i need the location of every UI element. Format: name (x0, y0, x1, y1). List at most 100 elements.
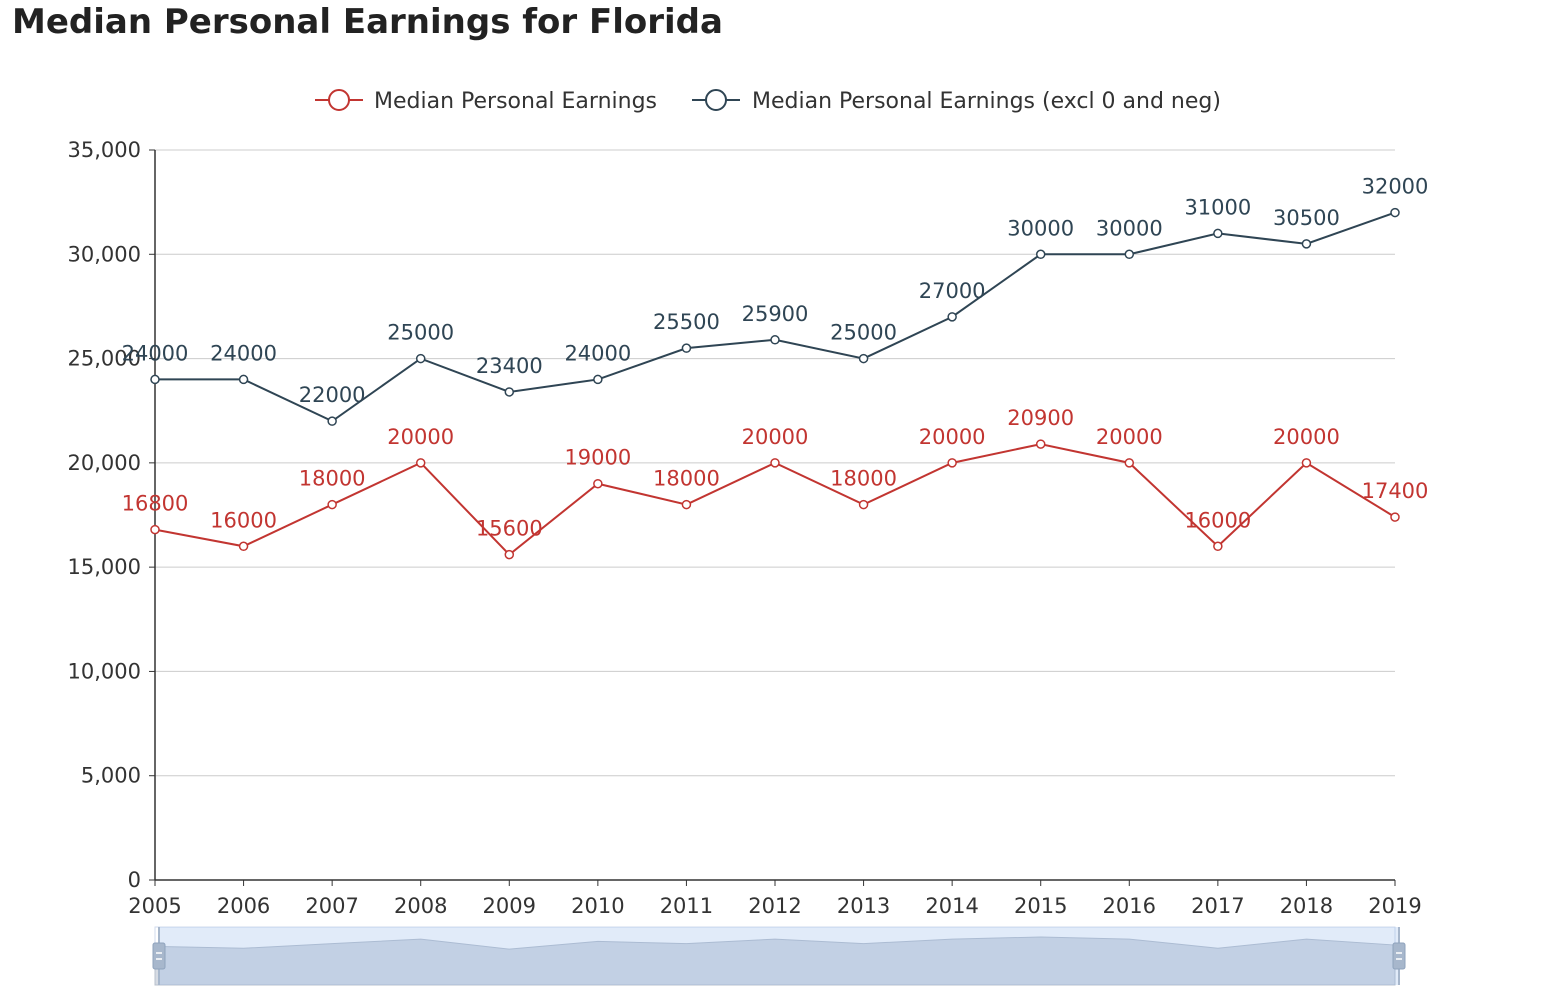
legend-item[interactable]: Median Personal Earnings (excl 0 and neg… (692, 89, 1221, 114)
data-label: 31000 (1184, 195, 1251, 219)
data-point[interactable] (1390, 512, 1400, 522)
data-label: 19000 (564, 446, 631, 470)
data-label: 18000 (830, 467, 897, 491)
data-label: 30000 (1096, 216, 1163, 240)
data-label: 20000 (387, 425, 454, 449)
data-point[interactable] (1035, 439, 1046, 449)
data-point[interactable] (858, 499, 869, 510)
data-label: 16000 (1184, 508, 1251, 532)
data-label: 18000 (299, 467, 366, 491)
y-tick-label: 5,000 (81, 764, 141, 788)
data-point[interactable] (1390, 207, 1400, 218)
data-label: 15600 (476, 517, 543, 541)
x-tick-label: 2019 (1368, 894, 1421, 918)
data-label: 20900 (1007, 406, 1074, 430)
data-point[interactable] (327, 416, 337, 426)
data-label: 20000 (1273, 425, 1340, 449)
x-tick-label: 2016 (1103, 894, 1156, 918)
data-label: 20000 (919, 425, 986, 449)
data-label: 22000 (299, 383, 366, 407)
data-label: 24000 (564, 341, 631, 365)
data-point[interactable] (681, 499, 692, 510)
zoom-window[interactable] (159, 927, 1399, 985)
legend-item[interactable]: Median Personal Earnings (315, 89, 657, 114)
data-label: 20000 (742, 425, 809, 449)
data-point[interactable] (770, 458, 780, 468)
data-label: 25500 (653, 310, 720, 334)
data-point[interactable] (415, 458, 426, 468)
data-label: 30500 (1273, 206, 1340, 230)
y-tick-label: 25,000 (68, 347, 141, 371)
data-point[interactable] (1301, 239, 1312, 249)
data-point[interactable] (1301, 458, 1312, 468)
data-point[interactable] (238, 541, 249, 552)
data-point[interactable] (415, 353, 426, 364)
legend-swatch-marker (328, 89, 350, 111)
y-tick-label: 30,000 (68, 242, 141, 266)
x-tick-label: 2009 (483, 894, 536, 918)
data-label: 27000 (919, 279, 986, 303)
y-tick-label: 0 (128, 868, 141, 892)
x-tick-label: 2013 (837, 894, 890, 918)
x-tick-label: 2005 (128, 894, 181, 918)
x-tick-label: 2006 (217, 894, 270, 918)
data-label: 16800 (122, 492, 189, 516)
data-point[interactable] (681, 343, 692, 353)
axes: 0 5,000 10,000 15,000 20,000 25,000 30,000 35,0… (68, 138, 1422, 918)
data-label: 30000 (1007, 216, 1074, 240)
data-point[interactable] (1213, 541, 1223, 552)
data-zoom-slider (152, 926, 1406, 986)
data-point[interactable] (947, 312, 957, 322)
data-point[interactable] (504, 387, 515, 397)
zoom-handle-right[interactable] (1392, 942, 1406, 970)
data-point[interactable] (770, 335, 780, 345)
data-label: 32000 (1362, 175, 1429, 199)
data-label: 25000 (387, 321, 454, 345)
data-point[interactable] (1213, 228, 1223, 239)
data-label: 24000 (210, 341, 277, 365)
zoom-preview-area (154, 936, 1396, 986)
x-tick-label: 2010 (571, 894, 624, 918)
data-point[interactable] (150, 524, 160, 535)
data-label: 17400 (1362, 479, 1429, 503)
legend-label: Median Personal Earnings (374, 89, 657, 114)
legend-label: Median Personal Earnings (excl 0 and neg… (752, 89, 1221, 114)
data-point[interactable] (593, 374, 603, 385)
zoom-handle-left[interactable] (152, 942, 166, 970)
data-point[interactable] (150, 374, 160, 385)
data-point[interactable] (1124, 249, 1135, 260)
data-label: 20000 (1096, 425, 1163, 449)
data-point[interactable] (504, 549, 515, 560)
x-tick-label: 2008 (394, 894, 447, 918)
data-label: 18000 (653, 467, 720, 491)
data-label: 24000 (122, 341, 189, 365)
legend-swatch-marker (705, 89, 727, 111)
data-label: 25000 (830, 321, 897, 345)
data-label: 23400 (476, 354, 543, 378)
chart-title: Median Personal Earnings for Florida (12, 2, 723, 42)
data-point[interactable] (327, 499, 337, 510)
x-tick-label: 2014 (925, 894, 978, 918)
y-tick-label: 10,000 (68, 659, 141, 683)
series-layer: 16800 16000 18000 20000 15600 19000 18000 20000… (122, 175, 1429, 560)
data-point[interactable] (1124, 458, 1135, 468)
data-point[interactable] (238, 374, 249, 385)
x-tick-label: 2007 (305, 894, 358, 918)
data-label: 16000 (210, 508, 277, 532)
x-tick-label: 2018 (1280, 894, 1333, 918)
y-tick-label: 35,000 (68, 138, 141, 162)
y-tick-label: 20,000 (68, 451, 141, 475)
data-point[interactable] (947, 458, 957, 468)
data-label: 25900 (742, 302, 809, 326)
x-tick-label: 2012 (748, 894, 801, 918)
legend: Median Personal Earnings Median Personal … (315, 89, 1221, 114)
y-tick-label: 15,000 (68, 555, 141, 579)
data-point[interactable] (1035, 249, 1046, 260)
data-point[interactable] (593, 478, 603, 489)
grid-lines (155, 149, 1395, 777)
data-point[interactable] (858, 353, 869, 364)
x-tick-label: 2015 (1014, 894, 1067, 918)
x-tick-label: 2017 (1191, 894, 1244, 918)
x-tick-label: 2011 (660, 894, 713, 918)
